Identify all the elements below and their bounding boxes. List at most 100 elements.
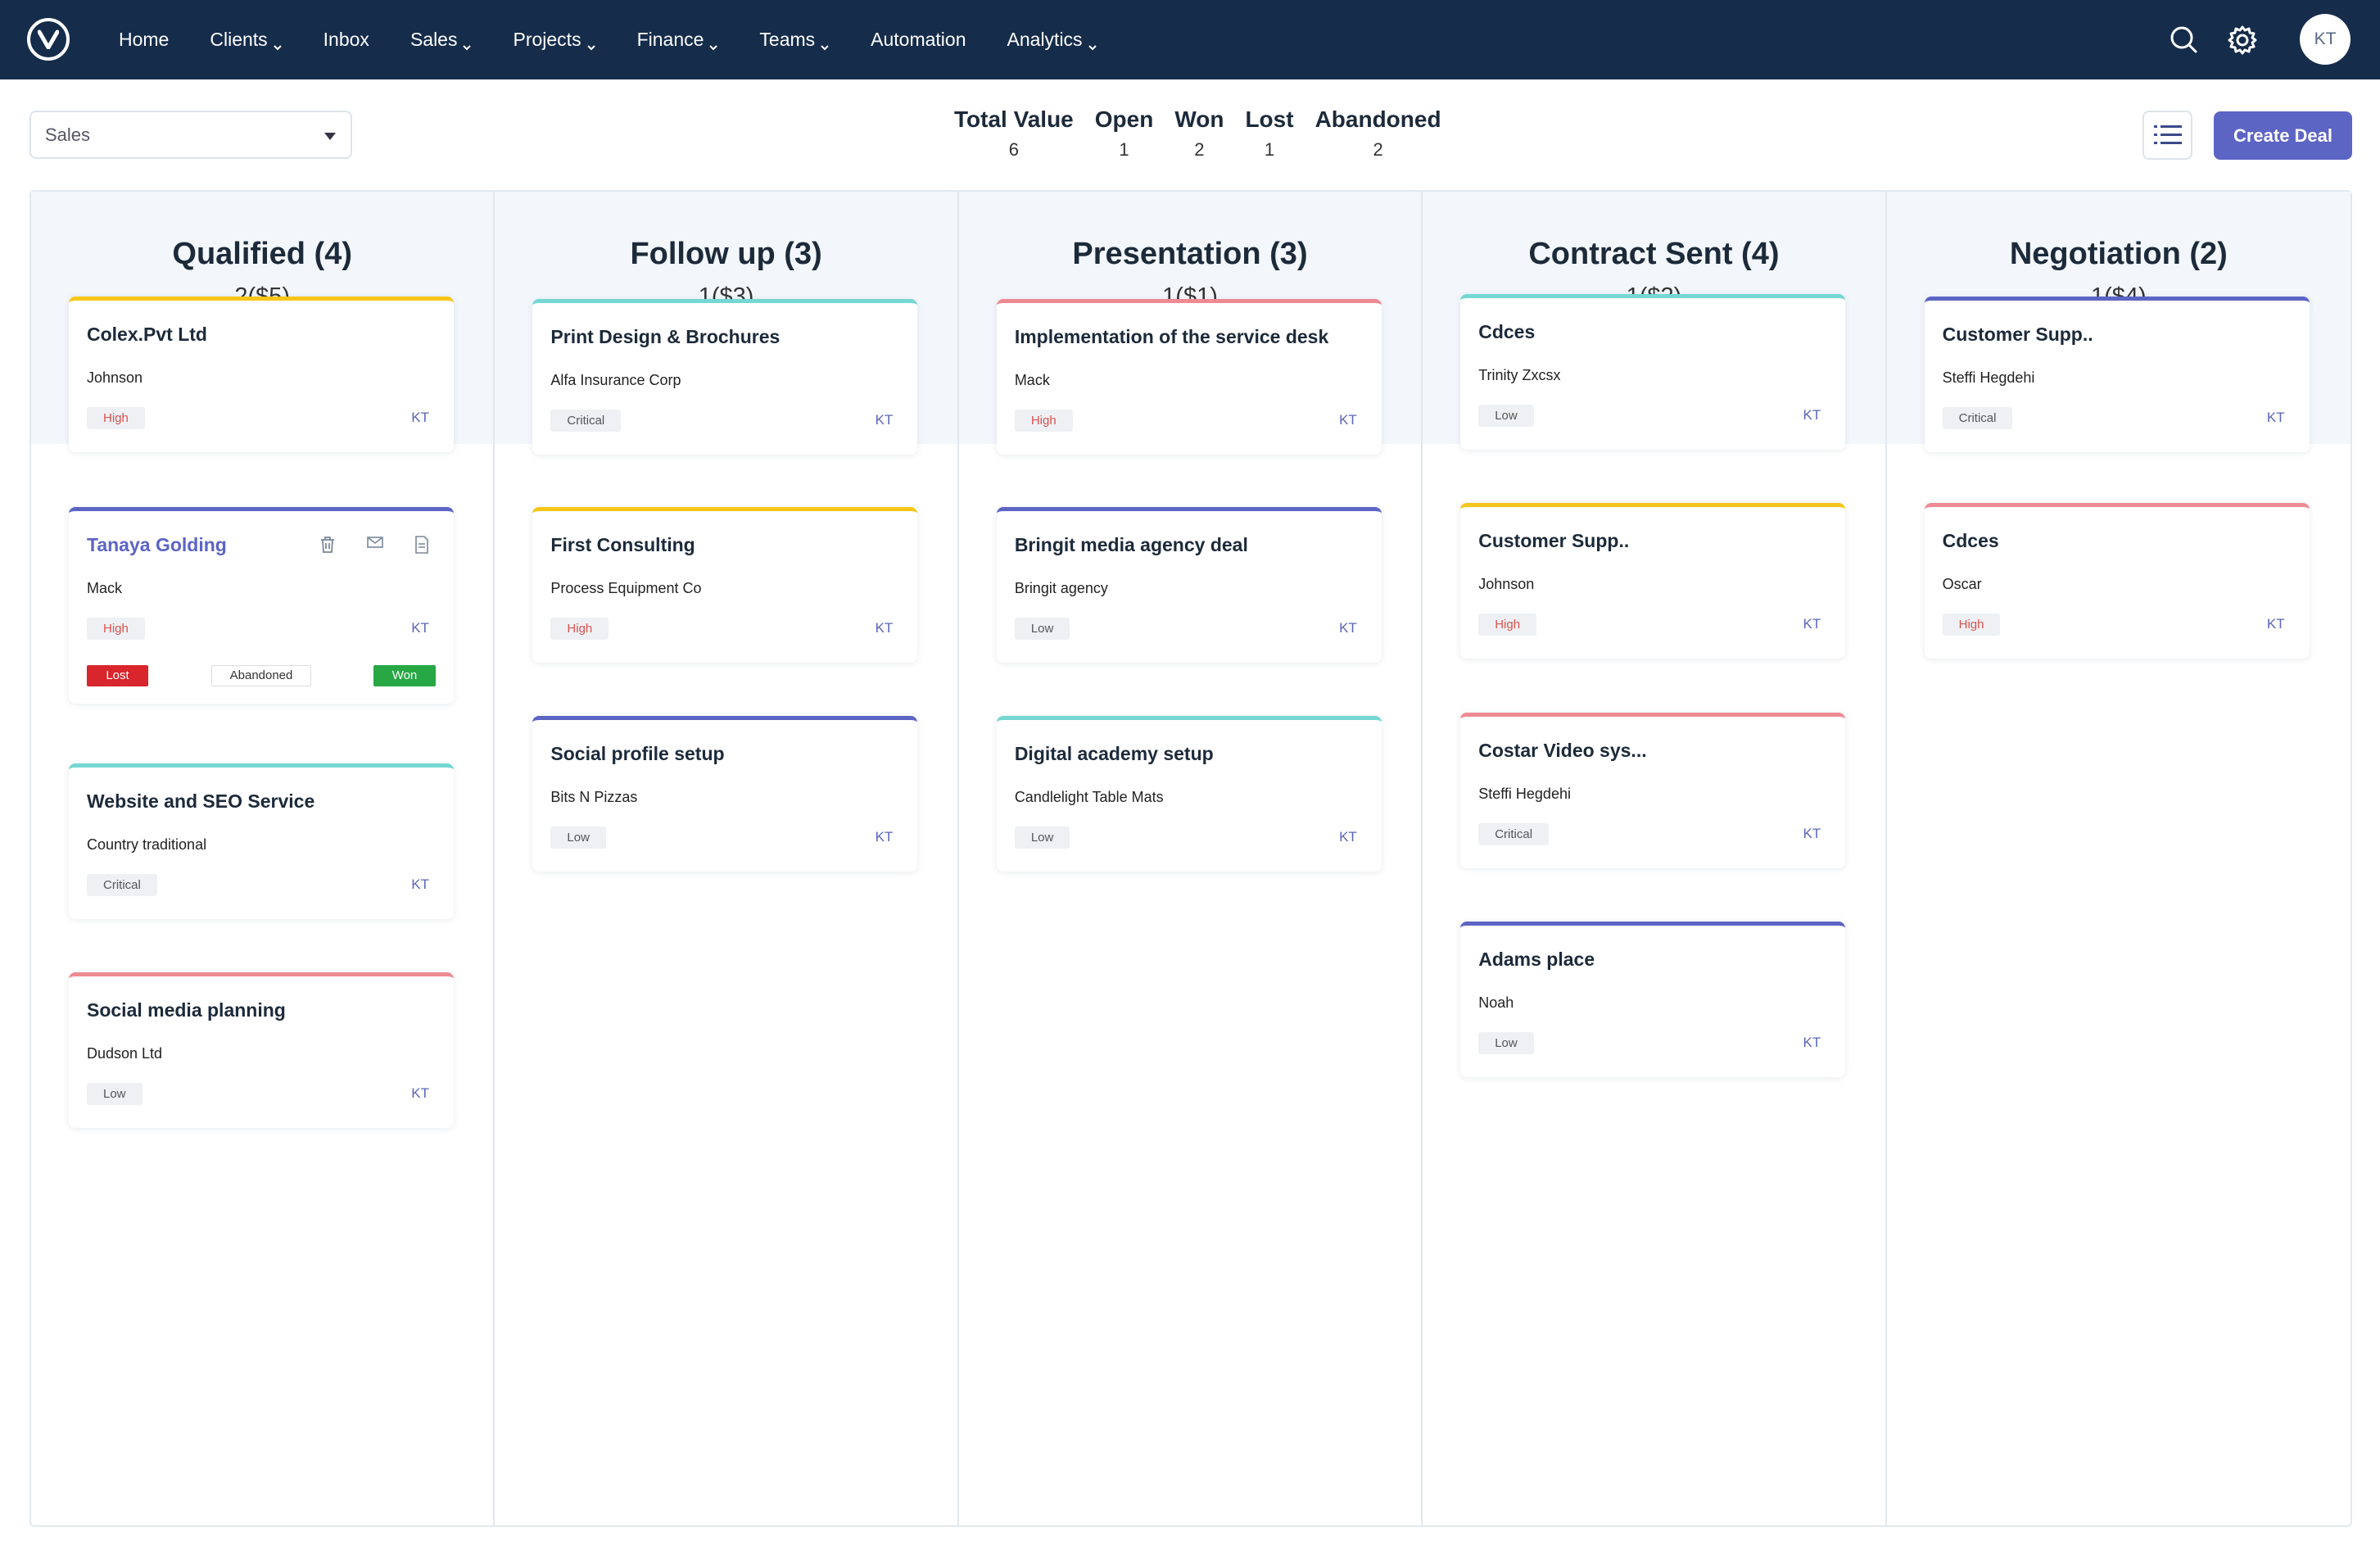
pipeline-column: Qualified (4)2($5)Open0($0)Won0($0)Lost0…: [31, 192, 495, 1525]
deal-card[interactable]: First Consulting Process Equipment Co High…: [532, 507, 918, 663]
nav-item-teams[interactable]: Teams: [759, 29, 830, 51]
main-nav: Home Clients Inbox Sales Projects Finance Team…: [119, 0, 1138, 79]
deal-card[interactable]: Cdces Trinity Zxcsx Low KT: [1460, 294, 1846, 450]
mark-won-button[interactable]: Won: [373, 665, 436, 686]
total-won: Won 2: [1174, 106, 1224, 161]
deal-title[interactable]: First Consulting: [550, 534, 695, 555]
priority-badge: Low: [1478, 1032, 1534, 1054]
deal-title[interactable]: Social profile setup: [550, 743, 725, 764]
owner-initials: KT: [1339, 620, 1357, 636]
deal-title[interactable]: Customer Supp..: [1478, 530, 1630, 551]
deal-title[interactable]: Colex.Pvt Ltd: [87, 324, 207, 345]
deal-title[interactable]: Tanaya Golding: [87, 534, 227, 555]
total-abandoned: Abandoned 2: [1315, 106, 1441, 161]
gear-icon[interactable]: [2227, 25, 2258, 60]
deal-card[interactable]: Customer Supp.. Steffi Hegdehi Critical KT: [1924, 297, 2310, 452]
deal-card[interactable]: Social profile setup Bits N Pizzas Low KT: [532, 716, 918, 872]
pipeline-select-value: Sales: [45, 124, 91, 145]
priority-badge: Low: [1478, 405, 1534, 427]
nav-item-label: Clients: [210, 29, 268, 50]
nav-item-sales[interactable]: Sales: [410, 29, 473, 51]
mail-icon[interactable]: [367, 536, 383, 558]
deal-title[interactable]: Bringit media agency deal: [1014, 534, 1248, 555]
chevron-down-icon: [820, 35, 830, 50]
nav-item-automation[interactable]: Automation: [871, 29, 966, 51]
mark-lost-button[interactable]: Lost: [87, 665, 148, 686]
total-value: 2: [1194, 139, 1205, 160]
trash-icon[interactable]: [319, 536, 336, 558]
deal-title[interactable]: Costar Video sys...: [1478, 740, 1647, 761]
deal-card[interactable]: Website and SEO Service Country tradition…: [69, 763, 454, 919]
nav-item-clients[interactable]: Clients: [210, 29, 282, 51]
deal-card[interactable]: Social media planning Dudson Ltd Low KT: [69, 972, 454, 1128]
total-value: 2: [1373, 139, 1383, 160]
deal-card[interactable]: Customer Supp.. Johnson High KT: [1460, 503, 1846, 659]
deal-client: Process Equipment Co: [550, 580, 702, 596]
priority-badge: Critical: [1478, 823, 1550, 845]
pipeline-select[interactable]: Sales: [29, 111, 352, 159]
deal-client: Alfa Insurance Corp: [550, 372, 681, 388]
pipeline-column: Contract Sent (4)1($2)Open1($2.00)Won0($…: [1423, 192, 1887, 1525]
kanban-board: Qualified (4)2($5)Open0($0)Won0($0)Lost0…: [29, 190, 2352, 1527]
nav-item-analytics[interactable]: Analytics: [1007, 29, 1097, 51]
pipeline-column: Follow up (3)1($3)Open1($0.00)Won0($0)Lo…: [495, 192, 959, 1525]
deal-title[interactable]: Social media planning: [87, 999, 286, 1021]
deal-card[interactable]: Bringit media agency deal Bringit agency L…: [996, 507, 1382, 663]
owner-initials: KT: [411, 410, 429, 425]
total-value: 1: [1119, 139, 1129, 160]
total-label: Abandoned: [1314, 106, 1441, 132]
deal-client: Dudson Ltd: [87, 1045, 163, 1062]
deal-card[interactable]: Implementation of the service desk Mack Hi…: [996, 299, 1382, 455]
deal-card[interactable]: Tanaya Golding Mack High KT Lost Abandoned Won: [69, 507, 454, 704]
owner-initials: KT: [2266, 616, 2285, 632]
owner-initials: KT: [875, 412, 894, 428]
deal-card[interactable]: Digital academy setup Candlelight Table M…: [996, 716, 1382, 872]
deal-title[interactable]: Digital academy setup: [1014, 743, 1214, 764]
owner-initials: KT: [1339, 829, 1357, 845]
chevron-down-icon: [1088, 35, 1097, 50]
deal-card[interactable]: Colex.Pvt Ltd Johnson High KT: [69, 297, 454, 452]
priority-badge: High: [87, 407, 145, 429]
chevron-down-icon: [462, 35, 472, 50]
mark-abandoned-button[interactable]: Abandoned: [211, 665, 311, 686]
deal-client: Steffi Hegdehi: [1478, 786, 1571, 802]
create-deal-button[interactable]: Create Deal: [2214, 111, 2352, 160]
deal-title[interactable]: Cdces: [1942, 530, 1999, 551]
list-view-button[interactable]: [2142, 111, 2192, 160]
deal-title[interactable]: Implementation of the service desk: [1014, 326, 1329, 347]
deal-card[interactable]: Cdces Oscar High KT: [1924, 503, 2310, 659]
total-total-value: Total Value 6: [954, 106, 1074, 161]
avatar[interactable]: KT: [2300, 14, 2351, 65]
deal-client: Steffi Hegdehi: [1942, 369, 2035, 386]
column-title: Contract Sent (4): [1528, 237, 1780, 271]
deal-card[interactable]: Print Design & Brochures Alfa Insurance C…: [532, 299, 918, 455]
chevron-down-icon: [586, 35, 596, 50]
deal-status-row: Lost Abandoned Won: [87, 665, 436, 686]
priority-badge: Critical: [550, 410, 622, 432]
app-logo-icon[interactable]: [27, 18, 70, 61]
nav-item-home[interactable]: Home: [119, 29, 169, 51]
deal-title[interactable]: Print Design & Brochures: [550, 326, 781, 347]
deal-title[interactable]: Adams place: [1478, 949, 1595, 970]
column-title: Follow up (3): [630, 237, 822, 271]
chevron-down-icon: [273, 35, 283, 50]
nav-item-finance[interactable]: Finance: [637, 29, 719, 51]
nav-item-inbox[interactable]: Inbox: [324, 29, 369, 51]
search-icon[interactable]: [2169, 25, 2198, 58]
priority-badge: Low: [1014, 827, 1070, 849]
total-lost: Lost 1: [1245, 106, 1293, 161]
deal-title[interactable]: Website and SEO Service: [87, 790, 315, 812]
deal-card[interactable]: Costar Video sys... Steffi Hegdehi Critica…: [1460, 713, 1846, 868]
nav-item-projects[interactable]: Projects: [513, 29, 595, 51]
owner-initials: KT: [1803, 407, 1821, 423]
nav-item-label: Home: [119, 29, 170, 50]
owner-initials: KT: [875, 829, 894, 845]
deal-client: Bringit agency: [1014, 580, 1108, 596]
deal-client: Trinity Zxcsx: [1478, 367, 1561, 383]
deal-title[interactable]: Customer Supp..: [1942, 324, 2093, 345]
deal-client: Country traditional: [87, 836, 207, 853]
owner-initials: KT: [875, 620, 894, 636]
deal-card[interactable]: Adams place Noah Low KT: [1460, 922, 1846, 1077]
deal-title[interactable]: Cdces: [1478, 321, 1536, 342]
document-icon[interactable]: [414, 536, 429, 558]
